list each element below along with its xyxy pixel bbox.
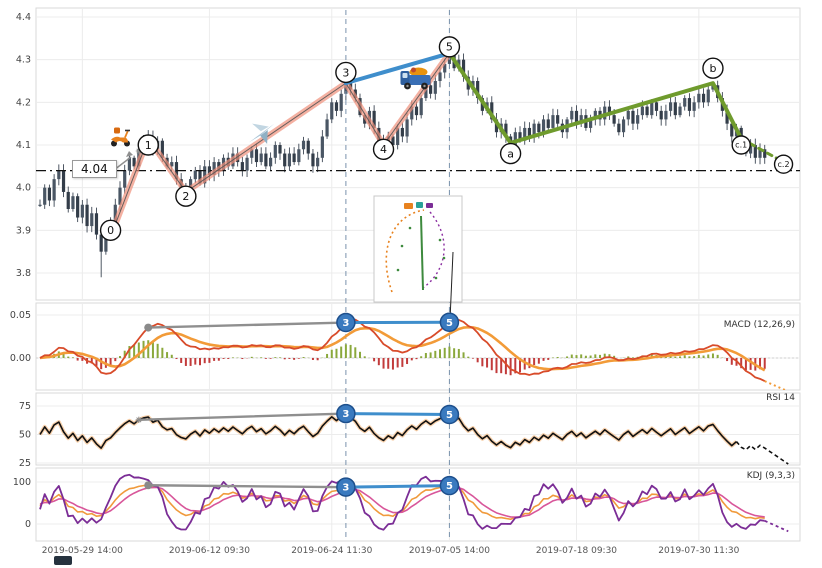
rsi-label: RSI 14 [766, 393, 795, 403]
kdj-tick-label: 0 [25, 519, 31, 530]
time-tick-label: 2019-06-24 11:30 [291, 546, 372, 556]
svg-text:1: 1 [145, 139, 152, 152]
kdj-label: KDJ (9,3,3) [746, 471, 795, 481]
macd-tick-label: 0.00 [10, 353, 31, 364]
rsi-tick-label: 75 [19, 401, 31, 412]
wave-label-3: 3 [335, 61, 357, 84]
svg-text:3: 3 [342, 483, 349, 494]
wave-label-0: 0 [99, 219, 122, 242]
svg-text:0: 0 [107, 224, 114, 237]
rsi-gray-connector [137, 412, 348, 422]
svg-text:a: a [507, 147, 514, 160]
macd-label: MACD (12,26,9) [723, 320, 795, 330]
wave-label-2: 2 [175, 185, 197, 207]
correction-line [447, 51, 744, 145]
price-tick-label: 4.1 [16, 140, 31, 151]
macd-tick-label: 0.05 [10, 310, 31, 321]
kdj-wave-marker-5: 5 [439, 475, 460, 496]
kdj-plot [39, 473, 789, 533]
macd-plot [36, 318, 800, 390]
rsi-tick-label: 25 [19, 458, 31, 469]
svg-text:2: 2 [182, 190, 189, 203]
time-tick-label: 2019-05-29 14:00 [42, 546, 123, 556]
time-tick-label: 2019-07-05 14:00 [409, 546, 490, 556]
time-tick-label: 2019-07-18 09:30 [536, 546, 617, 556]
price-tick-label: 3.8 [16, 268, 31, 279]
svg-text:3: 3 [342, 409, 349, 420]
svg-text:b: b [709, 62, 716, 75]
wave-label-c.1: c.1 [731, 135, 751, 155]
wave-label-a: a [499, 142, 522, 165]
wave3-5-line [343, 51, 452, 86]
wave-label-1: 1 [137, 134, 159, 156]
rsi-blue-connector [344, 412, 451, 416]
scooter-icon [111, 127, 131, 147]
svg-text:4: 4 [380, 143, 387, 156]
rsi-wave-marker-3: 3 [336, 403, 356, 424]
svg-text:3: 3 [342, 318, 349, 329]
wave-label-b: b [702, 57, 724, 79]
price-tick-label: 4.2 [16, 97, 31, 108]
truck-icon [400, 67, 431, 90]
kdj-gray-connector [147, 484, 348, 489]
price-tick-label: 4.3 [16, 55, 31, 66]
time-tick-label: 2019-06-12 09:30 [169, 546, 250, 556]
macd-wave-marker-3: 3 [336, 312, 356, 333]
svg-text:c.2: c.2 [778, 160, 790, 169]
rsi-wave-marker-5: 5 [439, 404, 460, 425]
wave-label-4: 4 [372, 138, 395, 160]
kdj-blue-connector [344, 484, 451, 489]
macd-gray-connector [147, 321, 348, 329]
price-tick-label: 4.4 [16, 12, 31, 23]
flag-arrow [113, 147, 143, 171]
kdj-panel [35, 467, 801, 542]
time-tick-label: 2019-07-30 11:30 [658, 546, 739, 556]
rsi-plot [38, 411, 789, 465]
price-flag: 4.04 [72, 160, 117, 178]
macd-wave-marker-5: 5 [439, 312, 460, 333]
price-tick-label: 3.9 [16, 225, 31, 236]
svg-text:5: 5 [446, 318, 453, 329]
kdj-tick-label: 100 [13, 477, 31, 488]
svg-text:5: 5 [446, 481, 453, 492]
wave-label-c.2: c.2 [773, 154, 794, 174]
wave-label-5: 5 [438, 36, 461, 58]
svg-text:5: 5 [446, 41, 453, 54]
rsi-tick-label: 50 [19, 430, 31, 441]
watermark-logo [54, 556, 72, 565]
price-tick-label: 4.0 [16, 183, 31, 194]
svg-text:c.1: c.1 [735, 141, 747, 150]
route-inset-thumbnail [373, 195, 463, 321]
svg-text:3: 3 [342, 66, 349, 79]
kdj-wave-marker-3: 3 [336, 477, 356, 497]
svg-text:5: 5 [446, 410, 453, 421]
